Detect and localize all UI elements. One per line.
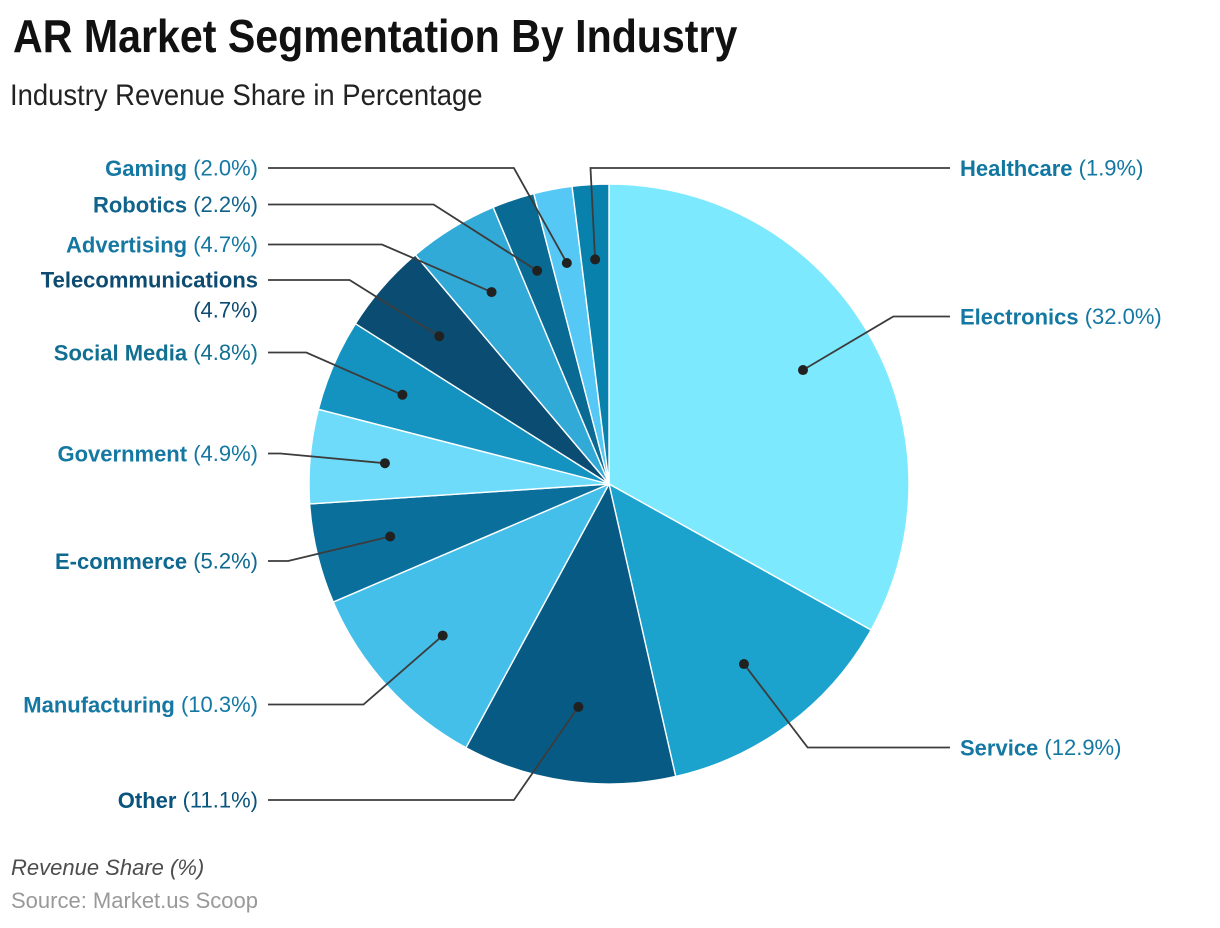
svg-text:Other (11.1%): Other (11.1%) — [118, 788, 258, 813]
svg-text:Advertising (4.7%): Advertising (4.7%) — [66, 232, 258, 257]
svg-text:Electronics (32.0%): Electronics (32.0%) — [960, 304, 1162, 329]
svg-text:Gaming (2.0%): Gaming (2.0%) — [105, 156, 258, 181]
svg-text:Manufacturing (10.3%): Manufacturing (10.3%) — [23, 692, 258, 717]
svg-text:E-commerce (5.2%): E-commerce (5.2%) — [55, 549, 258, 574]
svg-text:Robotics (2.2%): Robotics (2.2%) — [93, 192, 258, 217]
svg-text:Government (4.9%): Government (4.9%) — [57, 441, 258, 466]
svg-text:Social Media (4.8%): Social Media (4.8%) — [54, 340, 258, 365]
svg-text:(4.7%): (4.7%) — [193, 298, 258, 323]
svg-text:Service (12.9%): Service (12.9%) — [960, 735, 1121, 760]
svg-text:Healthcare (1.9%): Healthcare (1.9%) — [960, 156, 1143, 181]
svg-text:Telecommunications: Telecommunications — [41, 268, 258, 293]
